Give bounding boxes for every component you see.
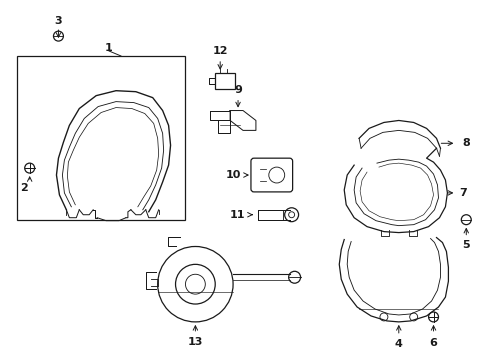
Text: 1: 1: [105, 43, 113, 53]
Text: 8: 8: [462, 138, 469, 148]
Text: 10: 10: [225, 170, 240, 180]
Text: 11: 11: [229, 210, 244, 220]
Bar: [215, 73, 235, 89]
Text: 7: 7: [459, 188, 466, 198]
Text: 12: 12: [212, 46, 227, 56]
Bar: [17, 56, 185, 220]
Text: 6: 6: [429, 338, 437, 348]
Text: 3: 3: [55, 16, 62, 26]
Text: 13: 13: [187, 337, 203, 347]
Text: 5: 5: [462, 240, 469, 251]
Text: 9: 9: [234, 85, 242, 95]
Text: 2: 2: [20, 183, 27, 193]
Text: 4: 4: [394, 339, 402, 349]
